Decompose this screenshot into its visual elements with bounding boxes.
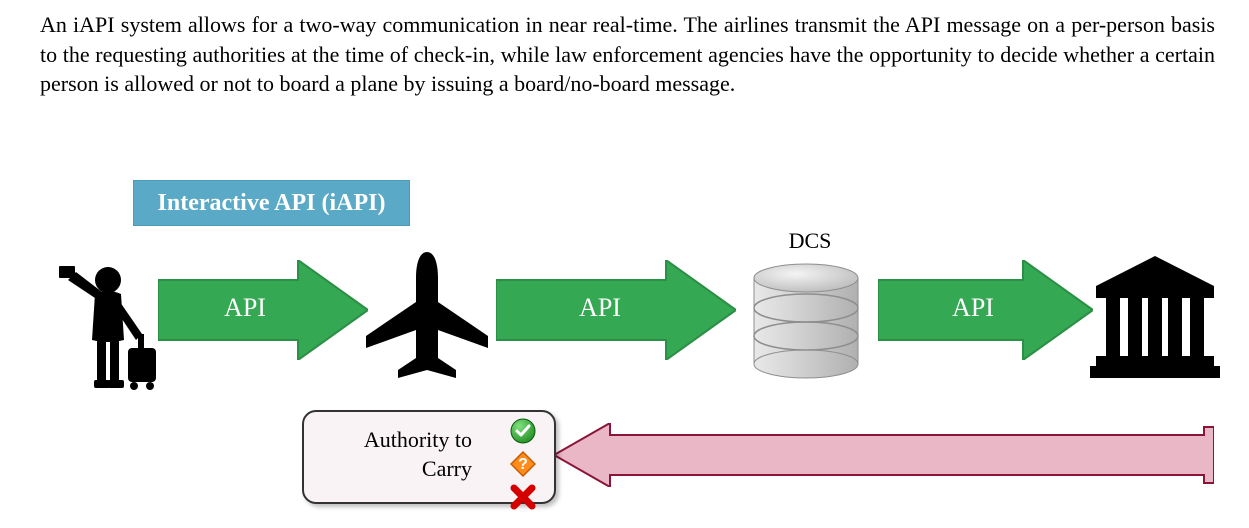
dcs-label: DCS <box>760 228 860 254</box>
passenger-icon <box>50 262 160 392</box>
status-no-icon <box>510 484 536 515</box>
diagram-title: Interactive API (iAPI) <box>133 180 410 226</box>
page-root: An iAPI system allows for a two-way comm… <box>0 0 1249 528</box>
authority-to-carry-label: Authority to Carry <box>312 426 472 483</box>
return-arrow <box>554 423 1214 492</box>
api-arrow-1 <box>158 260 368 365</box>
body-paragraph: An iAPI system allows for a two-way comm… <box>40 10 1215 99</box>
status-ok-icon <box>510 418 536 449</box>
database-icon <box>736 260 876 380</box>
authority-to-carry-box: Authority to Carry <box>302 410 556 504</box>
iapi-diagram: Interactive API (iAPI) DCS <box>40 180 1215 520</box>
svg-text:?: ? <box>518 456 528 473</box>
government-building-icon <box>1090 250 1220 380</box>
api-arrow-3 <box>878 260 1093 365</box>
airplane-icon <box>362 250 492 380</box>
status-warn-icon: ? <box>510 451 536 482</box>
api-arrow-2 <box>496 260 736 365</box>
status-icons-group: ? <box>510 418 536 517</box>
